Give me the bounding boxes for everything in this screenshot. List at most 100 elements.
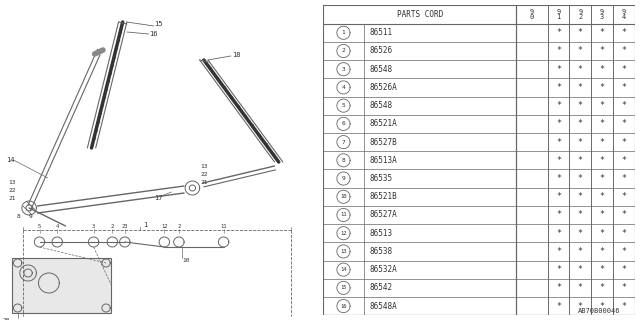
Text: *: *: [600, 46, 605, 55]
Text: *: *: [556, 46, 561, 55]
Text: 9
4: 9 4: [622, 9, 626, 20]
Text: 22: 22: [201, 172, 208, 177]
Text: 1: 1: [143, 222, 148, 228]
Text: *: *: [621, 83, 627, 92]
Text: *: *: [578, 229, 583, 238]
Text: 7: 7: [342, 140, 346, 145]
Text: *: *: [578, 119, 583, 128]
Text: 1: 1: [342, 30, 346, 35]
Text: 20: 20: [2, 318, 10, 320]
Polygon shape: [13, 258, 111, 313]
Text: 9: 9: [342, 176, 346, 181]
Text: *: *: [578, 138, 583, 147]
Text: *: *: [556, 174, 561, 183]
Text: *: *: [600, 265, 605, 274]
Text: *: *: [556, 65, 561, 74]
Text: 17: 17: [154, 195, 163, 201]
Text: 86542: 86542: [370, 284, 393, 292]
Text: 13: 13: [201, 164, 208, 169]
Text: 21: 21: [8, 196, 16, 201]
Text: *: *: [600, 28, 605, 37]
Text: *: *: [621, 28, 627, 37]
Text: *: *: [556, 301, 561, 311]
Text: *: *: [600, 156, 605, 165]
Text: 86548: 86548: [370, 65, 393, 74]
Text: *: *: [556, 101, 561, 110]
Text: *: *: [621, 119, 627, 128]
Text: *: *: [600, 138, 605, 147]
Text: 86548: 86548: [370, 101, 393, 110]
Text: 23: 23: [122, 225, 128, 229]
Text: *: *: [556, 156, 561, 165]
Text: *: *: [600, 211, 605, 220]
Text: *: *: [621, 156, 627, 165]
Text: *: *: [556, 119, 561, 128]
Text: *: *: [621, 101, 627, 110]
Text: 6: 6: [342, 121, 346, 126]
Text: AB70B00046: AB70B00046: [579, 308, 621, 314]
Text: 9
3: 9 3: [600, 9, 604, 20]
Text: 9
1: 9 1: [556, 9, 561, 20]
Text: 16: 16: [148, 31, 157, 37]
Text: 21: 21: [201, 180, 208, 185]
Text: 86526: 86526: [370, 46, 393, 55]
Text: *: *: [556, 83, 561, 92]
Text: 11: 11: [220, 225, 227, 229]
Text: 5: 5: [342, 103, 346, 108]
Text: 16: 16: [340, 304, 347, 308]
Text: *: *: [556, 192, 561, 201]
Text: 86521A: 86521A: [370, 119, 397, 128]
Text: *: *: [600, 284, 605, 292]
Text: 9: 9: [29, 213, 33, 219]
Text: 12: 12: [340, 231, 347, 236]
Text: *: *: [600, 192, 605, 201]
Text: 2: 2: [342, 49, 346, 53]
Text: *: *: [600, 247, 605, 256]
Text: *: *: [578, 156, 583, 165]
Text: 8: 8: [17, 213, 20, 219]
Text: *: *: [600, 229, 605, 238]
Text: 86538: 86538: [370, 247, 393, 256]
Text: 2: 2: [111, 225, 114, 229]
Text: *: *: [556, 211, 561, 220]
Text: *: *: [621, 247, 627, 256]
Text: 22: 22: [8, 188, 16, 193]
Text: *: *: [556, 265, 561, 274]
Text: *: *: [621, 65, 627, 74]
Text: 86532A: 86532A: [370, 265, 397, 274]
Text: *: *: [621, 229, 627, 238]
Text: *: *: [578, 46, 583, 55]
Text: *: *: [556, 247, 561, 256]
Text: 14: 14: [6, 157, 15, 163]
Text: *: *: [578, 28, 583, 37]
Text: *: *: [578, 211, 583, 220]
Text: 86527A: 86527A: [370, 211, 397, 220]
Text: *: *: [621, 301, 627, 311]
Text: 3: 3: [342, 67, 346, 72]
Text: 11: 11: [340, 212, 347, 218]
Text: *: *: [600, 83, 605, 92]
Text: *: *: [600, 119, 605, 128]
Text: 86527B: 86527B: [370, 138, 397, 147]
Text: 4: 4: [342, 85, 346, 90]
Text: 2: 2: [177, 225, 180, 229]
Text: 4: 4: [56, 225, 59, 229]
Text: 86513: 86513: [370, 229, 393, 238]
Text: *: *: [556, 284, 561, 292]
Text: *: *: [600, 174, 605, 183]
Text: *: *: [578, 192, 583, 201]
Text: 15: 15: [154, 21, 163, 27]
Text: 10: 10: [340, 194, 347, 199]
Text: *: *: [556, 28, 561, 37]
Text: 3: 3: [92, 225, 95, 229]
Text: 14: 14: [340, 267, 347, 272]
Text: *: *: [600, 65, 605, 74]
Text: 5: 5: [38, 225, 41, 229]
Text: *: *: [578, 265, 583, 274]
Text: 9
2: 9 2: [578, 9, 582, 20]
Text: 86513A: 86513A: [370, 156, 397, 165]
Text: *: *: [578, 284, 583, 292]
Text: *: *: [578, 83, 583, 92]
Text: 10: 10: [182, 258, 189, 262]
Text: 13: 13: [8, 180, 16, 186]
